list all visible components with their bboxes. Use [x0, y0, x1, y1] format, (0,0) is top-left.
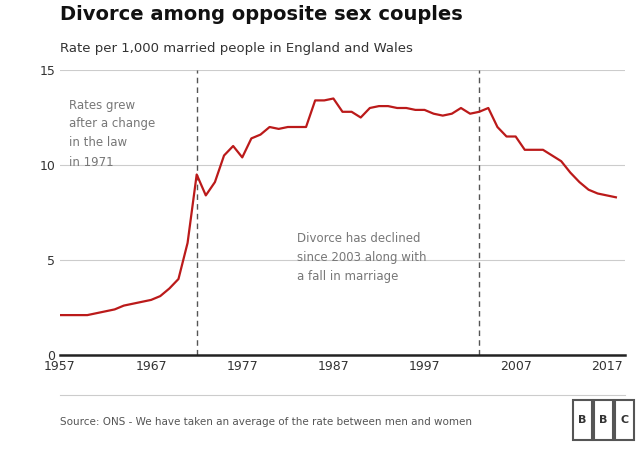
Text: B: B: [578, 415, 587, 425]
Text: Rate per 1,000 married people in England and Wales: Rate per 1,000 married people in England…: [60, 42, 413, 55]
Text: Source: ONS - We have taken an average of the rate between men and women: Source: ONS - We have taken an average o…: [60, 417, 472, 427]
Text: B: B: [599, 415, 608, 425]
Text: Divorce among opposite sex couples: Divorce among opposite sex couples: [60, 5, 463, 24]
Text: Rates grew
after a change
in the law
in 1971: Rates grew after a change in the law in …: [69, 99, 156, 168]
Text: Divorce has declined
since 2003 along with
a fall in marriage: Divorce has declined since 2003 along wi…: [297, 232, 426, 283]
Text: C: C: [621, 415, 628, 425]
